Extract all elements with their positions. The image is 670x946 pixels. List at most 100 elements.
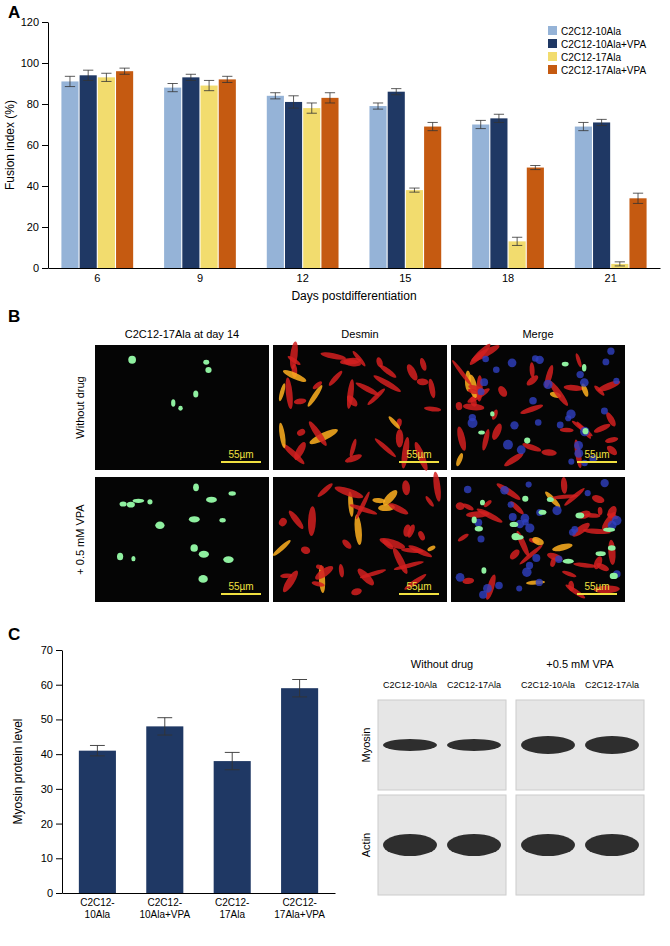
aggregate [147,499,152,504]
bar [146,726,183,893]
aggregate [193,390,198,397]
error-bar-line [633,193,643,194]
blot-band [585,736,639,754]
fiber [543,490,562,509]
error-bar-line [329,93,330,103]
nucleus [482,356,489,363]
fiber [346,379,356,409]
nucleus [468,418,478,428]
error-bar [186,74,196,80]
nucleus [576,371,583,378]
error-bar-line [164,718,165,735]
nucleus [580,378,589,387]
error-bar [292,680,307,697]
y-tick-mark [42,186,48,187]
fiber [316,482,334,499]
fiber [272,538,293,557]
fiber [495,481,522,502]
error-bar-line [325,92,335,93]
protein-label: Actin [360,833,372,857]
blot-background [516,795,644,895]
legend-label: C2C12-17Ala [561,52,621,63]
bar [61,81,78,268]
fiber [282,368,308,384]
fiber [366,387,386,407]
x-tick-label: C2C12-17Ala+VPA [274,897,325,920]
aggregate [481,567,486,573]
fiber [531,535,545,547]
fiber [373,437,397,459]
x-tick-label: C2C12-10Ala [80,897,114,920]
error-bar-line [190,74,191,80]
bar [79,751,116,893]
bar [593,122,610,268]
nucleus [509,513,517,521]
nucleus [612,516,622,526]
x-tick: C2C12-10Ala [80,897,114,920]
fiber [561,569,577,578]
scale-bar [399,461,439,463]
aggregate [524,438,530,444]
nucleus [552,506,561,515]
scale-bar-label: 55µm [406,449,431,460]
y-tick-mark [42,104,48,105]
fiber [490,422,504,441]
error-bar-line [373,102,383,103]
fiber [550,493,579,500]
y-tick-mark [56,754,62,755]
legend-label: C2C12-10Ala [561,26,621,37]
fiber [284,377,294,409]
error-bar-line [494,114,504,115]
aggregate [472,517,477,524]
bar [575,127,592,268]
blot-background [516,700,644,790]
legend-swatch [548,39,557,48]
error-bar-line [83,70,93,71]
aggregate [583,428,589,434]
error-bar-line [432,122,433,130]
bar [527,168,544,268]
error-bar-line [157,717,172,718]
fiber [387,501,409,516]
fiber [353,514,363,545]
aggregate [510,522,519,527]
y-tick: 60 [41,679,62,691]
error-bar [168,84,178,92]
error-bar-line [414,188,415,192]
error-bar-line [275,93,276,99]
nucleus [536,579,543,586]
aggregate [198,575,207,583]
fiber [491,409,499,421]
fiber [296,428,307,437]
condition-header: Without drug [411,658,473,670]
fiber [541,449,557,456]
y-tick-label: 60 [41,679,53,691]
error-bar-line [530,165,540,166]
error-bar [101,73,111,81]
fiber [327,369,344,387]
y-tick-mark [56,719,62,720]
fiber [278,383,287,402]
error-bar-line [222,82,232,83]
plot-area [79,680,318,893]
fiber [393,560,424,572]
y-axis-title: Fusion index (%) [3,100,17,190]
error-bar-line [90,745,105,746]
y-axis-line [48,23,49,269]
error-bar-line [578,130,588,131]
fiber [571,419,594,438]
aggregate [178,406,182,411]
error-bar-line [270,92,280,93]
nucleus [532,554,540,562]
error-bar-line [83,80,93,81]
bar [182,77,199,268]
fiber [311,580,325,587]
error-bar-line [101,73,111,74]
bar [424,127,441,268]
fiber [287,509,306,531]
nucleus [585,490,591,496]
bar [406,190,423,268]
nucleus [500,486,509,495]
micrograph: 55µm [451,477,625,602]
nucleus [478,388,485,395]
